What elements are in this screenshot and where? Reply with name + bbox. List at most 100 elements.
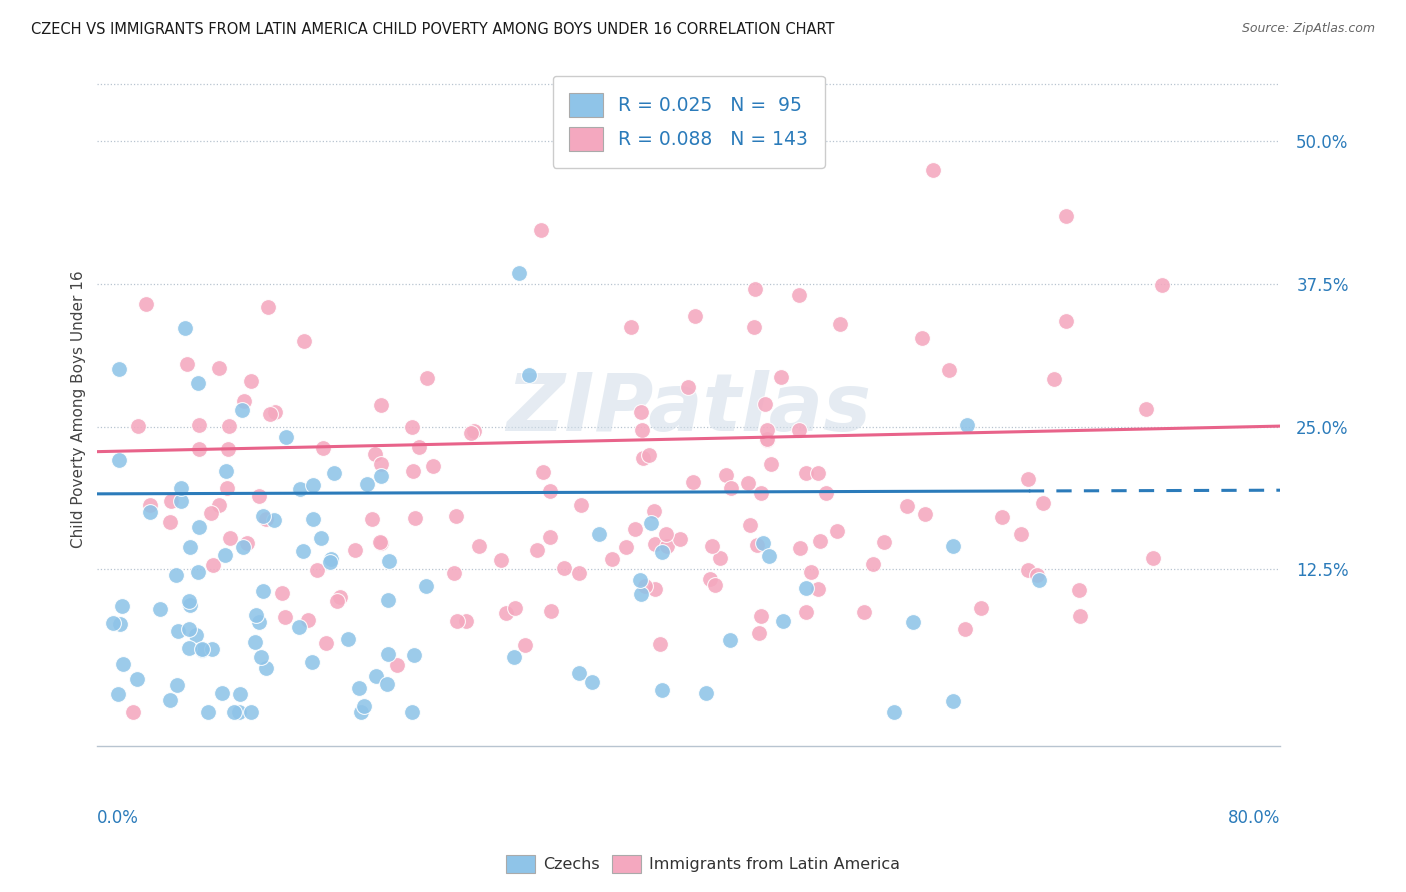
Point <box>353 698 375 713</box>
Point <box>443 566 465 581</box>
Point <box>135 296 157 310</box>
Point <box>315 636 337 650</box>
Point <box>233 394 256 409</box>
Point <box>1042 372 1064 386</box>
Point <box>807 582 830 596</box>
Point <box>356 477 378 491</box>
Point <box>676 380 699 394</box>
Point <box>402 464 425 478</box>
Point <box>682 475 704 490</box>
Point <box>669 532 692 546</box>
Point <box>159 515 181 529</box>
Point <box>377 648 399 662</box>
Point <box>991 510 1014 524</box>
Point <box>249 649 271 664</box>
Point <box>208 360 231 375</box>
Point <box>942 540 965 554</box>
Point <box>211 685 233 699</box>
Point <box>200 506 222 520</box>
Point <box>108 362 131 376</box>
Point <box>517 368 540 382</box>
Point <box>620 320 643 334</box>
Point <box>1010 527 1032 541</box>
Point <box>370 535 392 549</box>
Point <box>177 593 200 607</box>
Text: 0.0%: 0.0% <box>97 809 139 827</box>
Point <box>538 530 561 544</box>
Text: ZIPatlas: ZIPatlas <box>506 370 872 449</box>
Point <box>107 453 129 467</box>
Point <box>789 424 811 438</box>
Point <box>366 668 388 682</box>
Point <box>254 512 277 526</box>
Point <box>630 587 652 601</box>
Point <box>752 536 775 550</box>
Point <box>127 419 149 434</box>
Point <box>377 553 399 567</box>
Point <box>633 450 655 465</box>
Point <box>513 638 536 652</box>
Point <box>322 466 344 480</box>
Point <box>651 683 673 698</box>
Text: Source: ZipAtlas.com: Source: ZipAtlas.com <box>1241 22 1375 36</box>
Point <box>956 418 979 433</box>
Point <box>179 540 201 554</box>
Point <box>170 493 193 508</box>
Point <box>648 636 671 650</box>
Point <box>643 504 665 518</box>
Point <box>503 600 526 615</box>
Point <box>827 524 849 539</box>
Point <box>901 615 924 629</box>
Point <box>640 516 662 530</box>
Point <box>319 555 342 569</box>
Point <box>446 614 468 628</box>
Y-axis label: Child Poverty Among Boys Under 16: Child Poverty Among Boys Under 16 <box>72 270 86 549</box>
Point <box>215 464 238 478</box>
Point <box>1067 583 1090 598</box>
Point <box>149 602 172 616</box>
Point <box>657 539 679 553</box>
Point <box>107 687 129 701</box>
Point <box>138 505 160 519</box>
Point <box>883 705 905 719</box>
Point <box>319 552 342 566</box>
Point <box>276 430 298 444</box>
Point <box>387 658 409 673</box>
Point <box>252 508 274 523</box>
Point <box>914 507 936 521</box>
Point <box>166 678 188 692</box>
Point <box>422 458 444 473</box>
Point <box>644 537 666 551</box>
Point <box>756 432 779 446</box>
Point <box>1054 209 1077 223</box>
Point <box>815 486 838 500</box>
Point <box>588 526 610 541</box>
Point <box>187 442 209 457</box>
Point <box>239 374 262 388</box>
Point <box>508 266 530 280</box>
Point <box>911 330 934 344</box>
Point <box>231 403 253 417</box>
Point <box>112 657 135 671</box>
Point <box>370 398 392 412</box>
Point <box>553 561 575 575</box>
Point <box>568 665 591 680</box>
Point <box>408 440 430 454</box>
Point <box>215 482 238 496</box>
Point <box>159 693 181 707</box>
Point <box>1150 277 1173 292</box>
Point <box>637 448 659 462</box>
Point <box>758 549 780 563</box>
Point <box>456 614 478 628</box>
Point <box>703 578 725 592</box>
Point <box>336 632 359 647</box>
Point <box>720 481 742 495</box>
Point <box>1054 314 1077 328</box>
Point <box>179 599 201 613</box>
Point <box>755 423 778 437</box>
Point <box>624 522 647 536</box>
Point <box>311 441 333 455</box>
Point <box>745 538 768 552</box>
Point <box>274 610 297 624</box>
Point <box>748 625 770 640</box>
